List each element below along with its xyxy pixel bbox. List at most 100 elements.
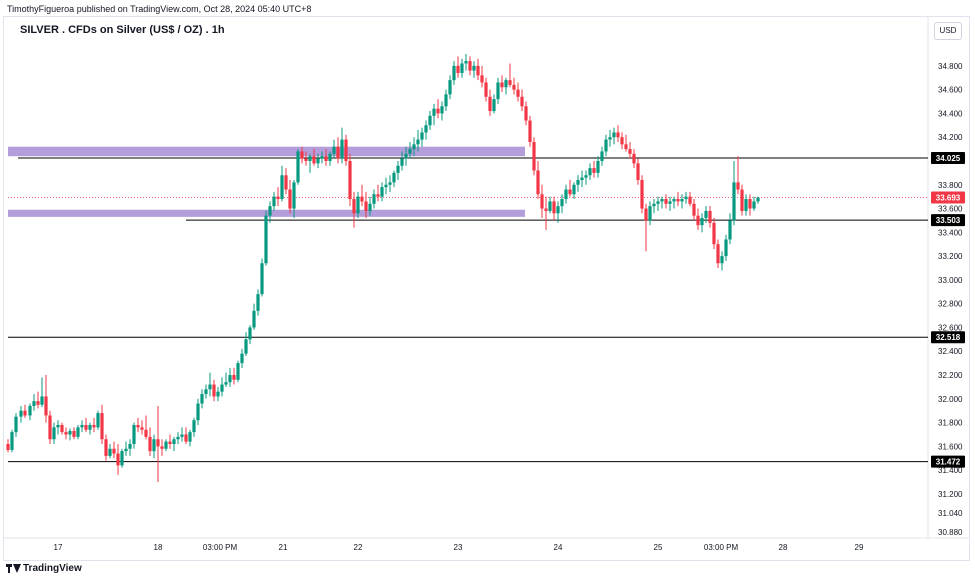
candle-142[interactable] — [576, 175, 580, 192]
candle-153[interactable] — [620, 132, 624, 150]
candle-121[interactable] — [492, 94, 496, 114]
candle-116[interactable] — [472, 61, 476, 78]
candle-182[interactable] — [736, 156, 740, 195]
candle-115[interactable] — [468, 56, 472, 76]
candle-113[interactable] — [460, 58, 464, 78]
candle-43[interactable] — [180, 427, 184, 442]
candle-143[interactable] — [580, 170, 584, 188]
candle-108[interactable] — [440, 101, 444, 121]
candle-80[interactable] — [328, 151, 332, 166]
candle-118[interactable] — [480, 65, 484, 88]
candle-40[interactable] — [168, 434, 172, 449]
candle-159[interactable] — [644, 203, 648, 252]
candle-77[interactable] — [316, 153, 320, 169]
candle-76[interactable] — [312, 149, 316, 166]
candle-179[interactable] — [724, 234, 728, 261]
candle-9[interactable] — [44, 375, 48, 423]
candle-160[interactable] — [648, 201, 652, 226]
candle-20[interactable] — [88, 422, 92, 435]
candle-21[interactable] — [92, 417, 96, 433]
candle-185[interactable] — [748, 194, 752, 216]
candle-117[interactable] — [476, 58, 480, 81]
candle-138[interactable] — [560, 194, 564, 214]
candle-140[interactable] — [568, 180, 572, 197]
candle-173[interactable] — [700, 213, 704, 233]
candle-14[interactable] — [64, 427, 68, 440]
candle-135[interactable] — [548, 196, 552, 214]
candle-184[interactable] — [744, 194, 748, 216]
candle-0[interactable] — [6, 439, 10, 453]
candle-170[interactable] — [688, 191, 692, 207]
candle-81[interactable] — [332, 139, 336, 159]
candle-97[interactable] — [396, 160, 400, 180]
candle-33[interactable] — [140, 420, 144, 435]
candle-31[interactable] — [132, 422, 136, 449]
candle-78[interactable] — [320, 151, 324, 164]
candle-167[interactable] — [676, 191, 680, 207]
candle-127[interactable] — [516, 82, 520, 102]
candle-84[interactable] — [344, 134, 348, 166]
candle-25[interactable] — [108, 444, 112, 459]
candle-175[interactable] — [708, 206, 712, 228]
candle-30[interactable] — [128, 439, 132, 456]
candle-111[interactable] — [452, 61, 456, 85]
candle-12[interactable] — [56, 420, 60, 435]
candle-32[interactable] — [136, 417, 140, 433]
candle-172[interactable] — [696, 208, 700, 230]
candle-8[interactable] — [40, 377, 44, 408]
candle-119[interactable] — [484, 77, 488, 102]
candle-148[interactable] — [600, 146, 604, 166]
candle-24[interactable] — [104, 434, 108, 461]
candle-149[interactable] — [604, 134, 608, 157]
candle-99[interactable] — [404, 146, 408, 166]
candle-183[interactable] — [740, 184, 744, 216]
candle-48[interactable] — [200, 389, 204, 409]
candle-146[interactable] — [592, 160, 596, 178]
candle-93[interactable] — [380, 182, 384, 202]
candle-122[interactable] — [496, 77, 500, 104]
candle-85[interactable] — [348, 153, 352, 207]
candle-60[interactable] — [248, 325, 252, 345]
candle-75[interactable] — [308, 153, 312, 173]
candle-168[interactable] — [680, 194, 684, 209]
candle-174[interactable] — [704, 206, 708, 223]
candle-4[interactable] — [23, 404, 27, 418]
candle-34[interactable] — [144, 415, 148, 440]
candle-158[interactable] — [640, 175, 644, 214]
candle-6[interactable] — [32, 394, 36, 411]
candle-177[interactable] — [716, 239, 720, 268]
candle-106[interactable] — [432, 103, 436, 126]
candle-28[interactable] — [120, 448, 124, 468]
candle-52[interactable] — [216, 386, 220, 402]
candle-16[interactable] — [72, 427, 76, 440]
candle-79[interactable] — [324, 149, 328, 166]
candle-49[interactable] — [204, 384, 208, 399]
candle-164[interactable] — [664, 194, 668, 209]
candle-45[interactable] — [188, 429, 192, 447]
tradingview-logo[interactable]: TradingView — [6, 563, 82, 574]
candle-68[interactable] — [280, 165, 284, 202]
candle-62[interactable] — [256, 289, 260, 316]
candle-152[interactable] — [616, 125, 620, 142]
candle-123[interactable] — [500, 75, 504, 92]
candle-5[interactable] — [28, 403, 32, 421]
candle-82[interactable] — [336, 137, 340, 164]
candle-186[interactable] — [752, 196, 756, 211]
candle-61[interactable] — [252, 303, 256, 330]
candle-87[interactable] — [356, 191, 360, 219]
candle-63[interactable] — [260, 258, 264, 297]
candle-90[interactable] — [368, 196, 372, 216]
candle-155[interactable] — [628, 141, 632, 159]
candle-105[interactable] — [428, 111, 432, 131]
candle-120[interactable] — [488, 89, 492, 116]
candle-72[interactable] — [296, 149, 300, 185]
candle-73[interactable] — [300, 146, 304, 164]
candle-178[interactable] — [720, 251, 724, 271]
candle-7[interactable] — [36, 391, 40, 409]
candle-139[interactable] — [564, 184, 568, 204]
candle-96[interactable] — [392, 170, 396, 188]
candle-163[interactable] — [660, 196, 664, 209]
candle-17[interactable] — [76, 424, 80, 440]
candle-58[interactable] — [240, 348, 244, 368]
